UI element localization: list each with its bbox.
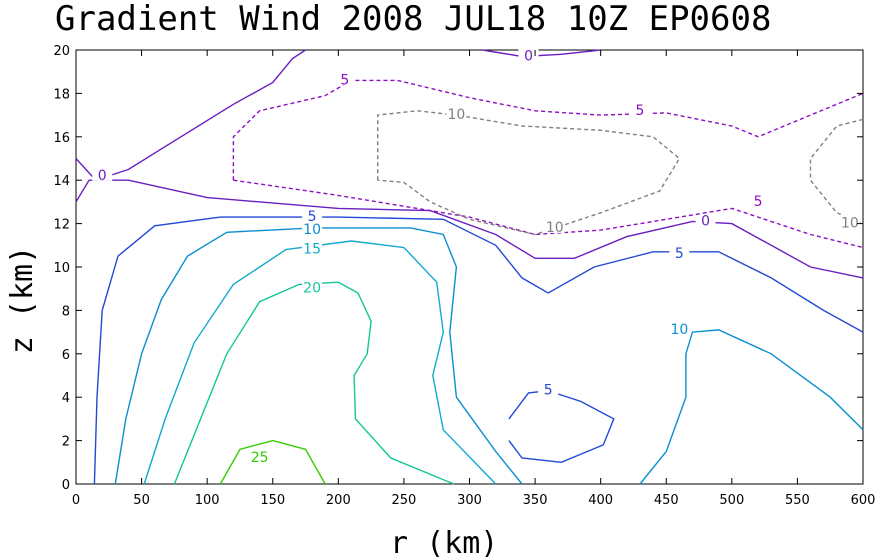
contour-line-5 bbox=[508, 389, 615, 464]
contour-label: 10 bbox=[546, 220, 564, 236]
contour-label: 5 bbox=[308, 209, 317, 225]
y-tick-label: 0 bbox=[62, 478, 70, 493]
x-tick-label: 350 bbox=[523, 493, 548, 508]
contour-line-0 bbox=[482, 49, 601, 58]
x-tick-label: 250 bbox=[392, 493, 417, 508]
x-tick-label: 600 bbox=[851, 493, 876, 508]
chart-title: Gradient Wind 2008 JUL18 10Z EP0608 bbox=[55, 0, 771, 39]
contour-label: 5 bbox=[544, 383, 553, 399]
contour-label: 25 bbox=[251, 450, 269, 466]
y-tick-label: 10 bbox=[53, 261, 70, 276]
contour-label: 5 bbox=[636, 103, 645, 119]
contour-label-bg bbox=[302, 208, 323, 223]
contour-label-bg bbox=[302, 279, 323, 294]
y-tick-label: 20 bbox=[53, 44, 70, 59]
contour-label-bg bbox=[630, 101, 651, 116]
contour-label-bg bbox=[669, 320, 690, 335]
contour-label-bg bbox=[92, 166, 113, 181]
contour-line-neg5 bbox=[232, 79, 864, 181]
y-tick-label: 16 bbox=[53, 131, 70, 146]
contour-line-0 bbox=[75, 49, 306, 182]
contour-line-neg5 bbox=[233, 179, 864, 249]
x-tick-label: 100 bbox=[195, 493, 220, 508]
contour-line-0 bbox=[75, 179, 864, 279]
x-tick-label: 50 bbox=[133, 493, 150, 508]
contour-label: 0 bbox=[701, 213, 710, 229]
contour-label: 5 bbox=[675, 246, 684, 262]
x-axis-label: r (km) bbox=[390, 526, 498, 559]
contour-line-15 bbox=[143, 240, 497, 485]
x-tick-label: 450 bbox=[654, 493, 679, 508]
contour-label: 5 bbox=[340, 72, 349, 88]
contour-label: 10 bbox=[447, 107, 465, 123]
contour-label: 20 bbox=[303, 281, 321, 297]
x-tick-label: 150 bbox=[260, 493, 285, 508]
contour-label-bg bbox=[302, 240, 323, 255]
contour-label-bg bbox=[334, 71, 355, 86]
contour-label: 0 bbox=[524, 49, 533, 65]
contour-label: 5 bbox=[754, 194, 763, 210]
y-tick-label: 18 bbox=[53, 87, 70, 102]
x-tick-label: 550 bbox=[785, 493, 810, 508]
x-tick-label: 500 bbox=[719, 493, 744, 508]
contour-label: 10 bbox=[841, 216, 859, 232]
y-axis-label: z (km) bbox=[5, 246, 40, 354]
contour-line-5 bbox=[93, 216, 864, 485]
x-tick-label: 300 bbox=[457, 493, 482, 508]
contour-label: 10 bbox=[303, 222, 321, 238]
contour-label-bg bbox=[669, 244, 690, 259]
x-tick-label: 200 bbox=[326, 493, 351, 508]
contour-label-bg bbox=[748, 192, 769, 207]
plot-area bbox=[75, 49, 864, 485]
contour-line-neg10 bbox=[377, 110, 681, 236]
y-tick-label: 2 bbox=[62, 435, 70, 450]
contour-label-bg bbox=[249, 448, 270, 463]
y-tick-label: 6 bbox=[62, 348, 70, 363]
y-tick-label: 12 bbox=[53, 218, 70, 233]
x-tick-label: 0 bbox=[72, 493, 80, 508]
contour-label: 0 bbox=[98, 168, 107, 184]
contour-label-bg bbox=[695, 212, 716, 227]
contour-label-bg bbox=[518, 47, 539, 62]
contour-label: 15 bbox=[303, 242, 321, 258]
contour-line-10 bbox=[114, 227, 523, 485]
contour-label-bg bbox=[538, 381, 559, 396]
contour-line-20 bbox=[173, 281, 455, 485]
y-tick-label: 14 bbox=[53, 174, 70, 189]
contour-label-bg bbox=[544, 218, 565, 233]
y-tick-label: 4 bbox=[62, 391, 70, 406]
axis-ticks: 0 50 100 150 200 250 300 350 400 450 500 550 6000246… bbox=[53, 44, 875, 508]
contour-label: 10 bbox=[670, 322, 688, 338]
x-tick-label: 400 bbox=[588, 493, 613, 508]
contour-line-neg10 bbox=[809, 118, 864, 225]
contour-line-25 bbox=[219, 439, 326, 485]
contour-label-bg bbox=[302, 221, 323, 236]
contour-label-bg bbox=[839, 214, 860, 229]
contour-line-10 bbox=[639, 329, 864, 485]
contour-label-bg bbox=[446, 106, 467, 121]
y-tick-label: 8 bbox=[62, 304, 70, 319]
